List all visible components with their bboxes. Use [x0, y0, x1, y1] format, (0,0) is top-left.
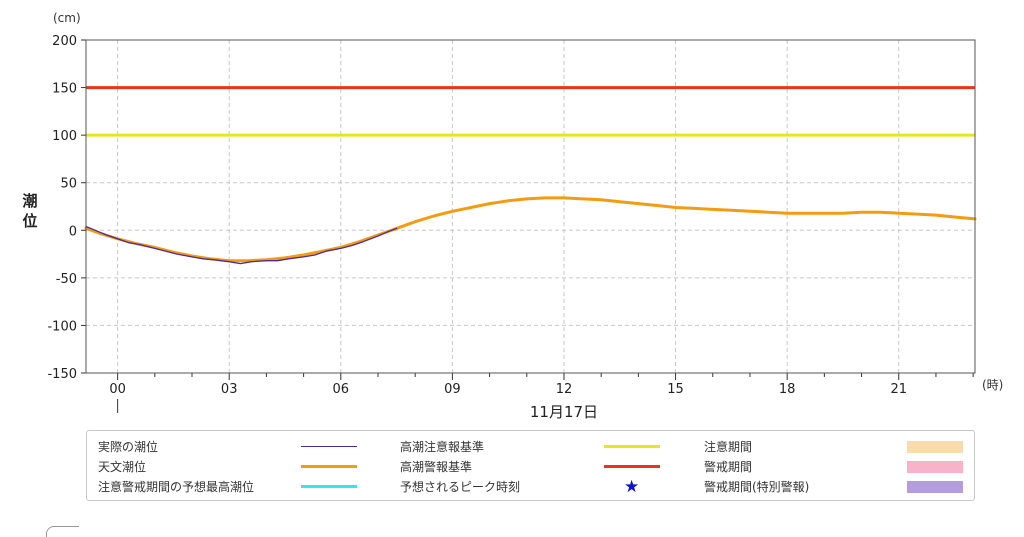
legend-label: 天文潮位 — [98, 460, 147, 474]
y-tick-label: -150 — [47, 367, 77, 382]
legend-item: 高潮警報基準 — [400, 457, 670, 477]
legend-item: 予想されるピーク時刻 ★ — [400, 477, 670, 497]
legend-label: 高潮警報基準 — [400, 460, 473, 474]
y-tick-label: 150 — [52, 82, 77, 97]
y-unit-label: (cm) — [53, 11, 81, 25]
plot-frame — [85, 39, 976, 374]
legend-item: 実際の潮位 — [98, 437, 368, 457]
y-tick-label: -100 — [47, 319, 77, 334]
x-tick-label: 06 — [333, 382, 350, 397]
y-axis-label-char: 位 — [22, 212, 37, 230]
legend-item: 警戒期間 — [704, 457, 974, 477]
x-tick-label: 00 — [109, 382, 126, 397]
legend-rect-swatch — [907, 441, 963, 453]
x-tick-label: 15 — [667, 382, 684, 397]
legend-item: 注意期間 — [704, 437, 974, 457]
legend-item: 警戒期間(特別警報) — [704, 477, 974, 497]
x-tick-label: 21 — [890, 382, 907, 397]
series-line — [84, 196, 977, 263]
legend-label: 警戒期間 — [704, 460, 753, 474]
x-tick-label: 03 — [221, 382, 238, 397]
legend-rect-swatch — [907, 481, 963, 493]
legend-line-swatch — [301, 465, 357, 468]
y-tick-label: -50 — [56, 272, 77, 287]
legend-line-swatch — [301, 446, 357, 447]
x-tick-label: 09 — [444, 382, 461, 397]
y-tick-label: 0 — [69, 224, 77, 239]
x-tick-label: 12 — [556, 382, 573, 397]
tide-level-chart: 200 150 100 50 0 -50 -100 -150 00 03 06 09 12 15 18 21 (… — [22, 11, 1003, 421]
legend-item: 天文潮位 — [98, 457, 368, 477]
legend-label: 注意警戒期間の予想最高潮位 — [98, 480, 255, 494]
legend-label: 予想されるピーク時刻 — [400, 480, 521, 494]
next-chart-edge — [46, 526, 79, 537]
date-label: 11月17日 — [530, 403, 598, 421]
legend-label: 注意期間 — [704, 440, 753, 454]
chart-legend: 実際の潮位天文潮位注意警戒期間の予想最高潮位 高潮注意報基準 高潮警報基準予想される… — [86, 430, 975, 501]
y-tick-label: 100 — [52, 129, 77, 144]
plot-area — [86, 40, 975, 373]
star-icon: ★ — [624, 477, 640, 497]
legend-label: 実際の潮位 — [98, 440, 159, 454]
legend-item: 注意警戒期間の予想最高潮位 — [98, 477, 368, 497]
legend-rect-swatch — [907, 461, 963, 473]
legend-line-swatch — [301, 485, 357, 488]
x-unit-label: (時) — [982, 378, 1003, 392]
y-tick-label: 50 — [60, 177, 77, 192]
legend-label: 警戒期間(特別警報) — [704, 480, 810, 494]
y-axis-label-char: 潮 — [22, 192, 37, 210]
legend-line-swatch — [604, 445, 660, 448]
x-tick-label: 18 — [779, 382, 796, 397]
legend-item: 高潮注意報基準 — [400, 437, 670, 457]
legend-line-swatch — [604, 465, 660, 468]
series-line — [85, 225, 398, 265]
y-tick-label: 200 — [52, 34, 77, 49]
legend-label: 高潮注意報基準 — [400, 440, 485, 454]
